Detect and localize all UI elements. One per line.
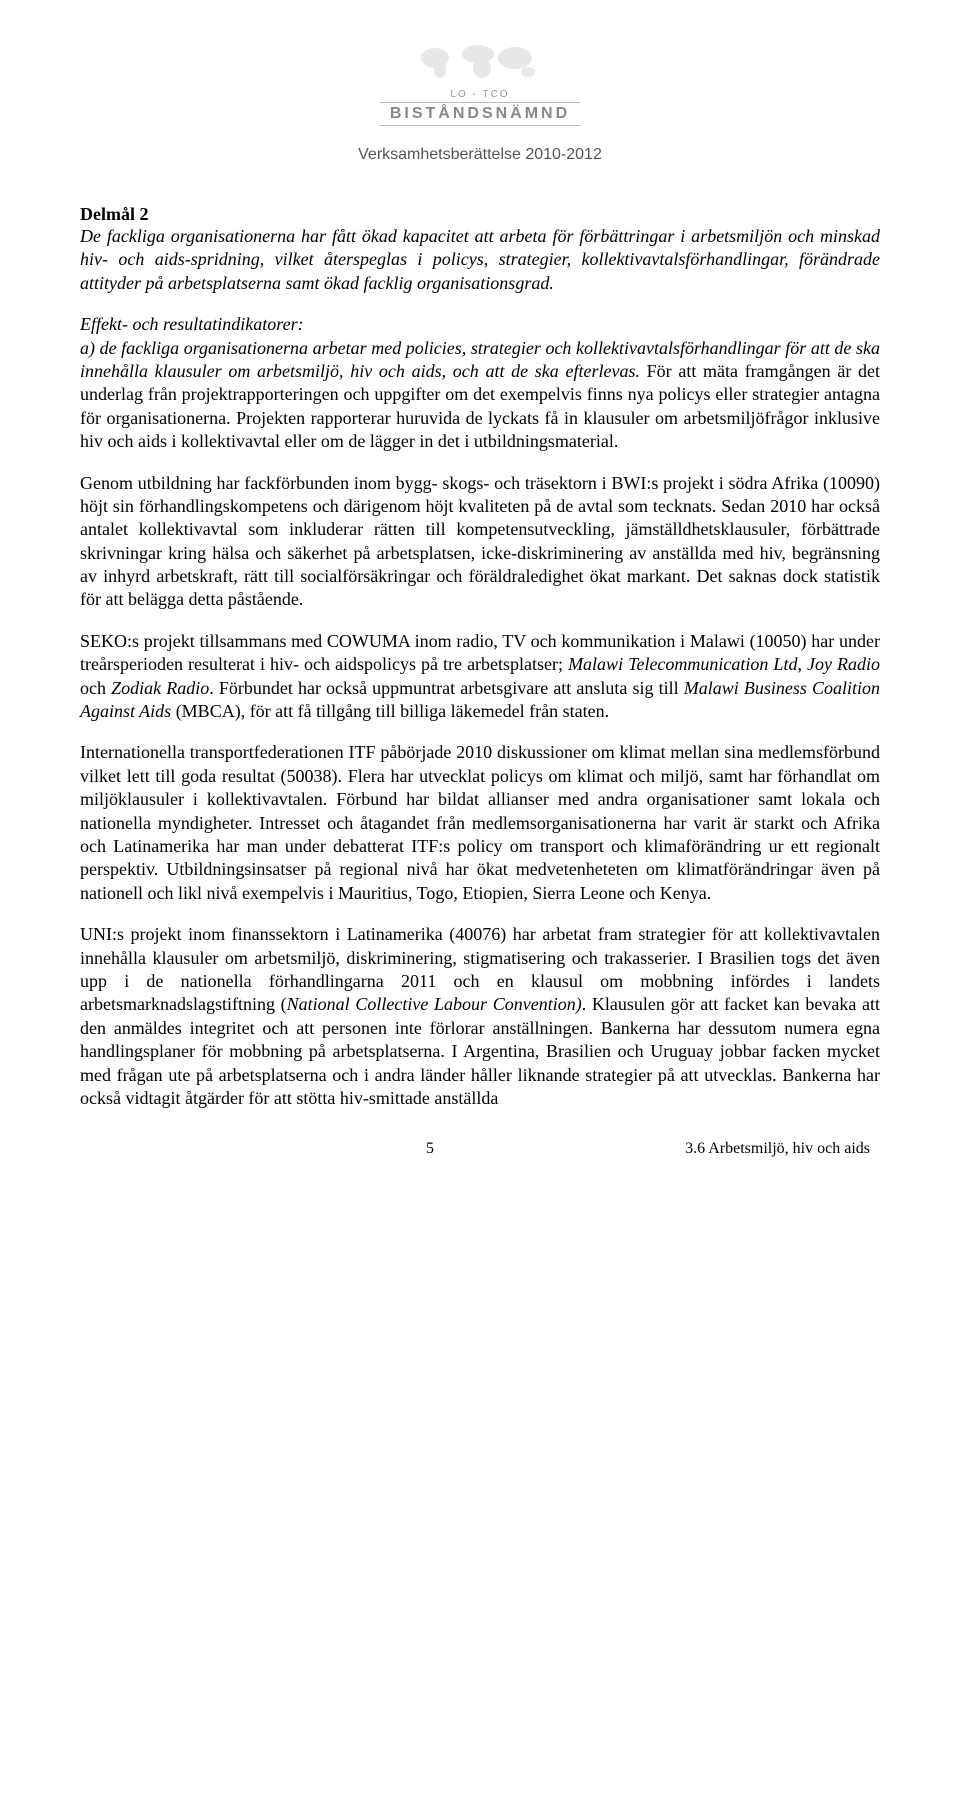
footer-left-spacer	[90, 1140, 290, 1158]
para3-italic-3: Zodiak Radio	[111, 678, 209, 698]
world-map-icon	[410, 40, 550, 80]
section-heading: Delmål 2	[80, 204, 880, 225]
paragraph-3: SEKO:s projekt tillsammans med COWUMA in…	[80, 630, 880, 724]
indicator-paragraph: Effekt- och resultatindikatorer: a) de f…	[80, 313, 880, 453]
paragraph-2: Genom utbildning har fackförbunden inom …	[80, 472, 880, 612]
para5-italic: National Collective Labour Convention)	[287, 994, 582, 1014]
document-subtitle: Verksamhetsberättelse 2010-2012	[80, 146, 880, 164]
para3-tail: (MBCA), för att få tillgång till billiga…	[171, 701, 609, 721]
para3-mid1: ,	[797, 654, 807, 674]
paragraph-4: Internationella transportfederationen IT…	[80, 741, 880, 905]
para3-italic-2: Joy Radio	[807, 654, 880, 674]
paragraph-5: UNI:s projekt inom finanssektorn i Latin…	[80, 923, 880, 1110]
page-footer: 5 3.6 Arbetsmiljö, hiv och aids	[80, 1140, 880, 1158]
footer-section-label: 3.6 Arbetsmiljö, hiv och aids	[570, 1140, 870, 1158]
logo-main-text: BISTÅNDSNÄMND	[380, 102, 580, 126]
para3-mid3: . Förbundet har också uppmuntrat arbetsg…	[209, 678, 684, 698]
para3-italic-1: Malawi Telecommunication Ltd	[568, 654, 797, 674]
para3-mid2: och	[80, 678, 111, 698]
page-number: 5	[290, 1140, 570, 1158]
document-page: LO - TCO BISTÅNDSNÄMND Verksamhetsberätt…	[0, 0, 960, 1198]
indicator-label: Effekt- och resultatindikatorer:	[80, 314, 304, 334]
header-logo-area: LO - TCO BISTÅNDSNÄMND	[80, 40, 880, 126]
logo-top-text: LO - TCO	[80, 89, 880, 100]
intro-italic-paragraph: De fackliga organisationerna har fått ök…	[80, 225, 880, 295]
